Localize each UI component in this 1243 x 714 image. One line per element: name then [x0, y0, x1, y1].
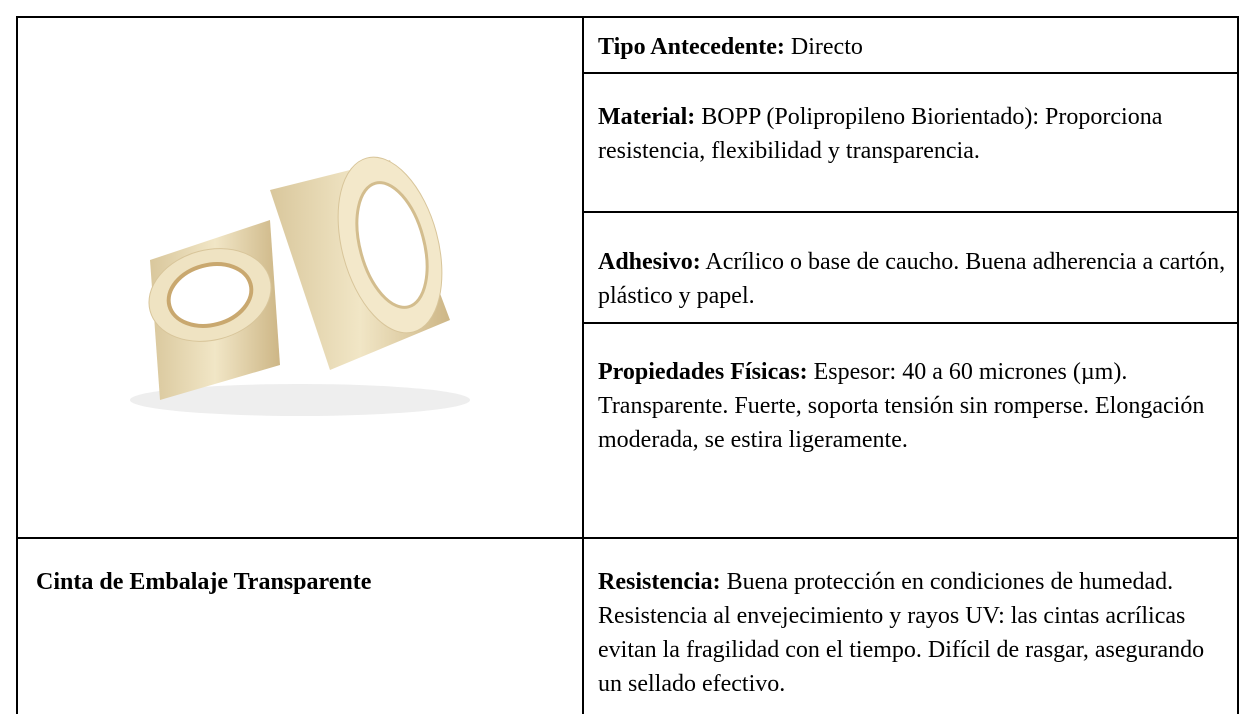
detail-cell: Resistencia: Buena protección en condici…	[598, 565, 1228, 701]
detail-cell: Adhesivo: Acrílico o base de caucho. Bue…	[598, 245, 1228, 313]
detail-label: Tipo Antecedente:	[598, 34, 785, 60]
border	[583, 72, 1238, 74]
product-image	[130, 156, 470, 416]
product-name-cell: Cinta de Embalaje Transparente	[36, 565, 576, 599]
detail-text: Buena protección en condiciones de humed…	[598, 569, 1205, 697]
detail-label: Adhesivo:	[598, 249, 701, 275]
detail-label: Resistencia:	[598, 569, 721, 595]
detail-cell: Tipo Antecedente: Directo	[598, 30, 1228, 64]
border	[1237, 16, 1239, 714]
border	[16, 16, 1239, 18]
detail-cell: Material: BOPP (Polipropileno Biorientad…	[598, 100, 1228, 168]
border	[16, 16, 18, 714]
border	[583, 211, 1238, 213]
detail-text: Directo	[790, 34, 863, 60]
border	[583, 322, 1238, 324]
border	[16, 537, 1239, 539]
product-name: Cinta de Embalaje Transparente	[36, 569, 372, 595]
border	[582, 16, 584, 714]
detail-text: Espesor: 40 a 60 micrones (µm). Transpar…	[598, 359, 1205, 453]
detail-cell: Propiedades Físicas: Espesor: 40 a 60 mi…	[598, 355, 1228, 457]
detail-label: Propiedades Físicas:	[598, 359, 808, 385]
detail-text: Acrílico o base de caucho. Buena adheren…	[598, 249, 1226, 309]
detail-label: Material:	[598, 104, 696, 130]
detail-text: BOPP (Polipropileno Biorientado): Propor…	[598, 104, 1163, 164]
